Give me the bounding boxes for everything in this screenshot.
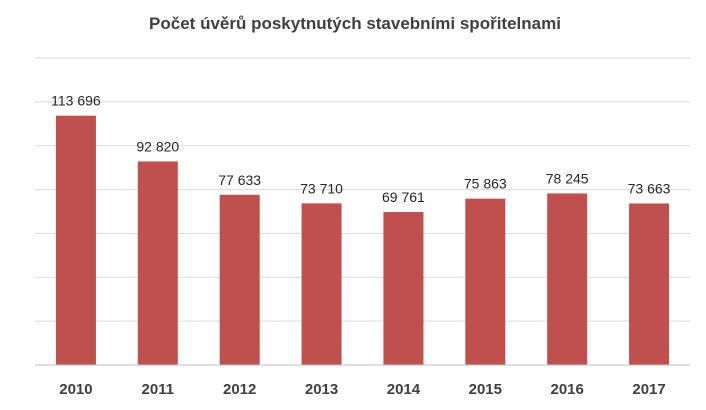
x-axis-tick-labels: 2010 2011 2012 2013 2014 2015 2016 2017 [59,381,666,398]
data-label-2016: 78 245 [546,170,589,186]
data-label-2010: 113 696 [51,93,101,109]
gridlines [35,57,690,322]
bars [55,115,670,366]
data-label-2011: 92 820 [136,138,179,154]
data-label-2012: 77 633 [218,172,261,188]
x-tick-label-2013: 2013 [305,381,338,398]
data-labels: 113 696 92 820 77 633 73 710 69 761 75 863 78 … [51,93,671,205]
x-tick-label-2015: 2015 [469,381,502,398]
chart-title: Počet úvěrů poskytnutých stavebními spoř… [149,14,561,33]
bar-2013 [301,203,342,365]
x-tick-label-2014: 2014 [387,381,421,398]
bar-2015 [465,198,506,365]
bar-2017 [629,203,670,365]
data-label-2014: 69 761 [382,189,425,205]
data-label-2015: 75 863 [464,176,507,192]
x-tick-label-2010: 2010 [59,381,92,398]
bar-2011 [137,161,178,365]
data-label-2013: 73 710 [300,180,343,196]
data-label-2017: 73 663 [628,180,671,196]
x-tick-label-2011: 2011 [142,381,175,398]
bar-2014 [383,212,424,365]
x-tick-label-2017: 2017 [632,381,665,398]
x-tick-label-2016: 2016 [551,381,584,398]
bar-2016 [547,193,588,365]
x-tick-label-2012: 2012 [223,381,256,398]
bar-2012 [219,194,260,365]
bar-2010 [55,115,96,366]
